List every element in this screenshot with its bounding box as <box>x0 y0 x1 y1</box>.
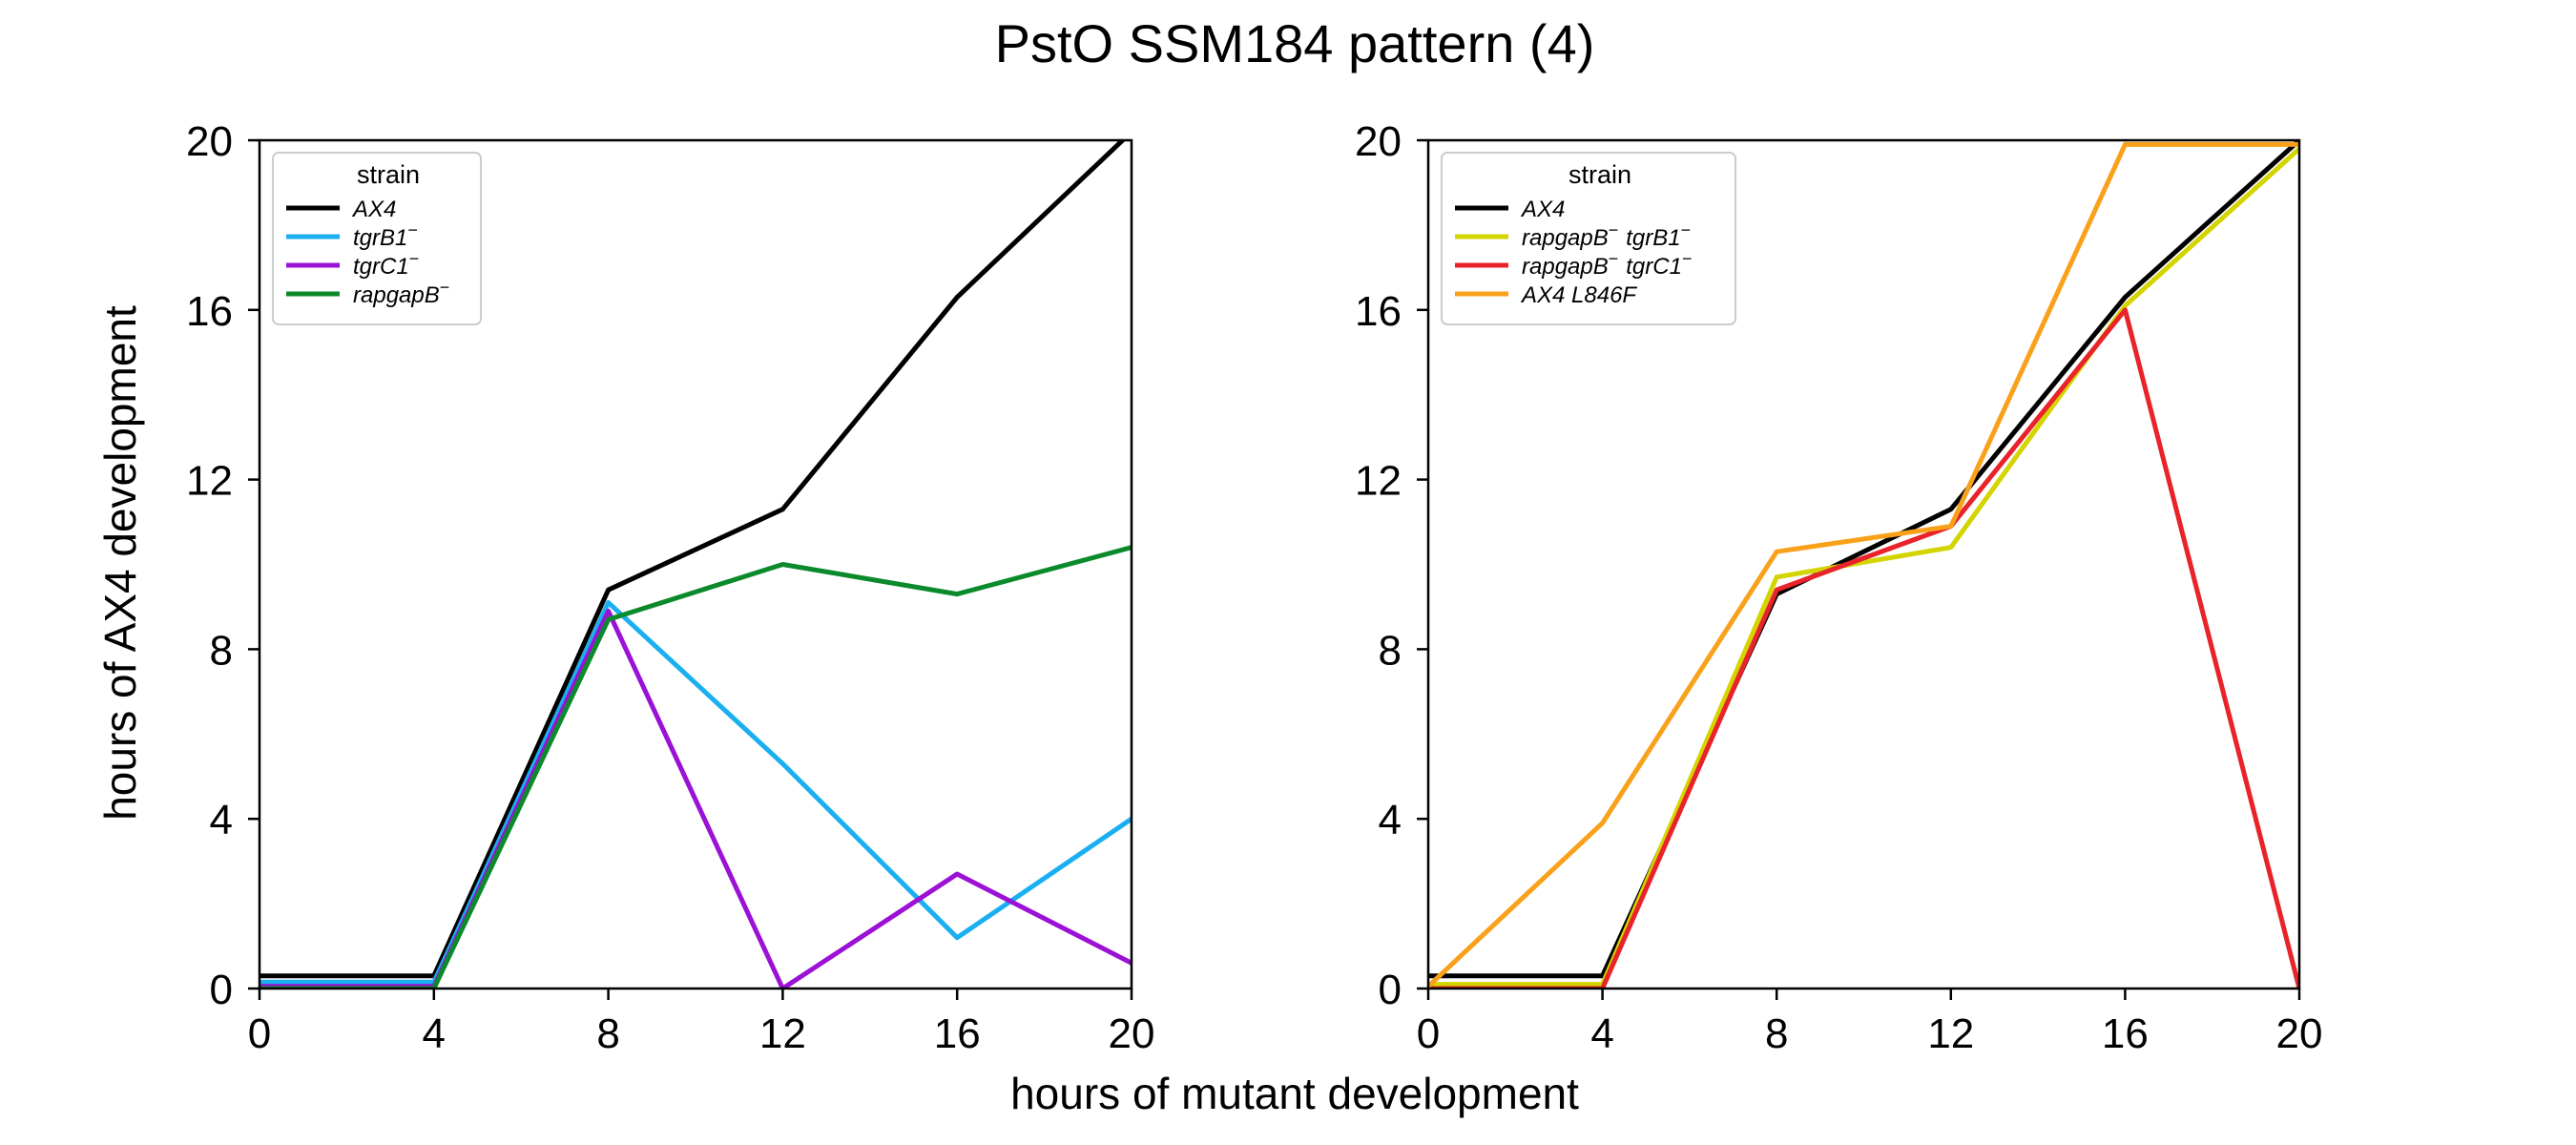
y-tick-label: 4 <box>1379 797 1402 843</box>
legend-label-text: AX4 L846F <box>1520 282 1637 308</box>
legend-label-text: tgrB1 <box>1626 225 1680 251</box>
y-tick-label: 20 <box>186 118 233 165</box>
x-tick-label: 20 <box>2276 1010 2323 1057</box>
x-tick-label: 16 <box>934 1010 981 1057</box>
y-tick-label: 8 <box>210 627 233 674</box>
series-line-0 <box>1428 140 2299 979</box>
legend-entry-1: rapgapB− tgrB1− <box>1522 220 1691 251</box>
y-axis-label: hours of AX4 development <box>95 305 145 821</box>
series-line-0 <box>260 140 1127 979</box>
legend-label-text: AX4 <box>351 197 396 222</box>
x-tick-label: 4 <box>1590 1010 1613 1057</box>
legend-label-text: tgrB1 <box>353 225 407 251</box>
series-line-1 <box>260 600 1132 985</box>
series-line-3 <box>1428 141 2299 989</box>
y-tick-label: 0 <box>210 967 233 1013</box>
series-line-1 <box>1428 147 2299 988</box>
y-tick-label: 20 <box>1355 118 1402 165</box>
y-tick-label: 4 <box>210 797 233 843</box>
y-tick-label: 12 <box>1355 458 1402 505</box>
x-tick-label: 4 <box>423 1010 446 1057</box>
y-tick-label: 16 <box>186 288 233 335</box>
legend-superscript: − <box>440 278 450 297</box>
y-tick-label: 0 <box>1379 967 1402 1013</box>
legend-entry-1: tgrB1− <box>353 220 418 251</box>
legend-label-text: AX4 <box>1520 197 1565 222</box>
x-tick-label: 16 <box>2102 1010 2149 1057</box>
axes-frame <box>258 138 1133 990</box>
legend-entry-0: AX4 <box>351 197 396 222</box>
axes-frame <box>1426 138 2301 990</box>
legend-label-text: rapgapB <box>353 282 440 308</box>
legend-superscript: − <box>1681 220 1692 239</box>
legend-superscript: − <box>1682 249 1693 268</box>
series-line-3 <box>260 545 1132 989</box>
legend-entry-2: tgrC1− <box>353 249 419 280</box>
legend-entry-2: rapgapB− tgrC1− <box>1522 249 1692 280</box>
legend-entry-3: AX4 L846F <box>1520 282 1637 308</box>
y-tick-label: 16 <box>1355 288 1402 335</box>
legend-label-text: tgrC1 <box>1626 254 1682 280</box>
x-tick-label: 8 <box>596 1010 619 1057</box>
x-tick-label: 0 <box>1417 1010 1440 1057</box>
x-tick-label: 12 <box>759 1010 806 1057</box>
figure-title: PstO SSM184 pattern (4) <box>995 13 1595 73</box>
legend-entry-3: rapgapB− <box>353 278 449 308</box>
x-tick-label: 12 <box>1927 1010 1974 1057</box>
legend-label-text: rapgapB <box>1522 225 1609 251</box>
legend-title: strain <box>357 160 420 189</box>
subplot-left: 0 4 8 12 16 20048121620strainAX4tgrB1−tgrC1−r… <box>186 118 1154 1057</box>
y-tick-label: 12 <box>186 458 233 505</box>
x-tick-label: 20 <box>1109 1010 1155 1057</box>
legend-superscript: − <box>1609 220 1619 239</box>
legend-superscript: − <box>1609 249 1619 268</box>
legend-label-text: tgrC1 <box>353 254 409 280</box>
legend-superscript: − <box>409 249 420 268</box>
legend-box <box>272 152 482 325</box>
legend-entry-0: AX4 <box>1520 197 1565 222</box>
x-tick-label: 0 <box>248 1010 271 1057</box>
y-tick-label: 8 <box>1379 627 1402 674</box>
legend-superscript: − <box>407 220 418 239</box>
x-tick-label: 8 <box>1765 1010 1788 1057</box>
legend-label-text: rapgapB <box>1522 254 1609 280</box>
x-axis-label: hours of mutant development <box>1010 1069 1579 1118</box>
series-line-2 <box>260 608 1132 989</box>
legend-box <box>1441 152 1736 325</box>
series-line-2 <box>1428 307 2299 989</box>
legend-title: strain <box>1568 160 1631 189</box>
